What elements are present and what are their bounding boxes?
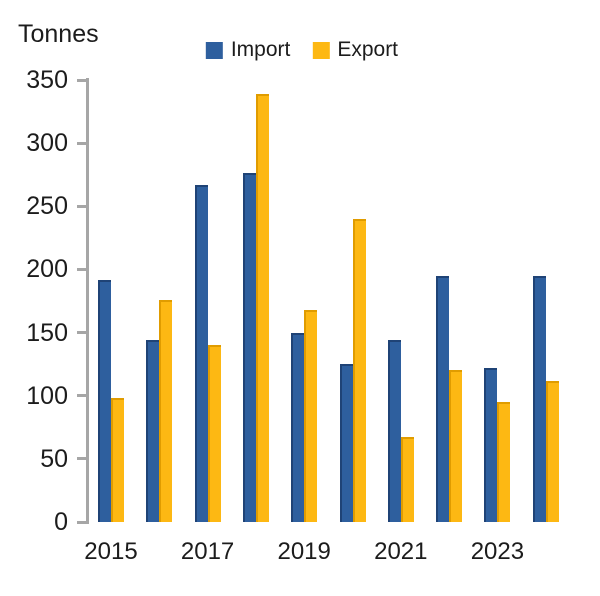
y-tick-label: 200: [26, 255, 68, 284]
bar-export-2017: [207, 345, 221, 522]
bar-import-2023: [484, 367, 498, 522]
y-tick-label: 0: [54, 508, 68, 536]
bar-import-2018: [242, 173, 256, 522]
bar-export-2019: [304, 309, 318, 522]
y-axis-tick: [77, 394, 86, 398]
x-tick-label: 2019: [277, 538, 331, 565]
y-tick-label: 250: [26, 192, 68, 221]
bar-import-2022: [436, 275, 450, 522]
bar-export-2018: [255, 93, 269, 522]
y-tick-label: 150: [26, 318, 68, 347]
y-tick-label: 300: [26, 129, 68, 158]
bar-export-2016: [159, 299, 173, 522]
bar-export-2024: [545, 380, 559, 522]
y-axis-tick: [77, 267, 86, 271]
y-axis-tick: [77, 520, 86, 524]
bar-import-2016: [146, 340, 160, 522]
y-axis-tick: [77, 331, 86, 335]
y-axis-tick: [77, 78, 86, 82]
legend-item-export: Export: [312, 38, 398, 62]
bar-import-2019: [291, 332, 305, 522]
bar-export-2021: [400, 437, 414, 522]
legend-label-export: Export: [337, 38, 399, 61]
bar-import-2015: [98, 279, 111, 522]
y-axis-title: Tonnes: [18, 20, 99, 48]
y-tick-label: 50: [40, 444, 68, 473]
legend-label-import: Import: [230, 38, 291, 61]
y-axis-tick: [77, 141, 86, 145]
bar-import-2021: [387, 340, 401, 522]
x-tick-label: 2017: [180, 538, 235, 565]
export-swatch: [312, 41, 330, 59]
legend-item-import: Import: [205, 38, 291, 62]
bar-import-2024: [532, 275, 546, 522]
bar-import-2017: [194, 184, 208, 522]
bar-export-2023: [497, 402, 511, 522]
bar-import-2020: [339, 364, 353, 522]
y-tick-label: 350: [26, 66, 68, 94]
bar-export-2020: [352, 218, 366, 522]
y-axis-line: [86, 78, 89, 524]
import-swatch: [205, 41, 223, 59]
legend: Import Export: [205, 38, 398, 62]
y-axis-tick: [77, 457, 86, 461]
bar-export-2022: [449, 370, 463, 522]
y-tick-label: 100: [26, 381, 68, 410]
y-axis-tick: [77, 204, 86, 208]
x-tick-label: 2021: [374, 538, 428, 565]
bar-export-2015: [111, 398, 124, 522]
x-tick-label: 2015: [84, 538, 138, 565]
x-tick-label: 2023: [470, 538, 525, 565]
